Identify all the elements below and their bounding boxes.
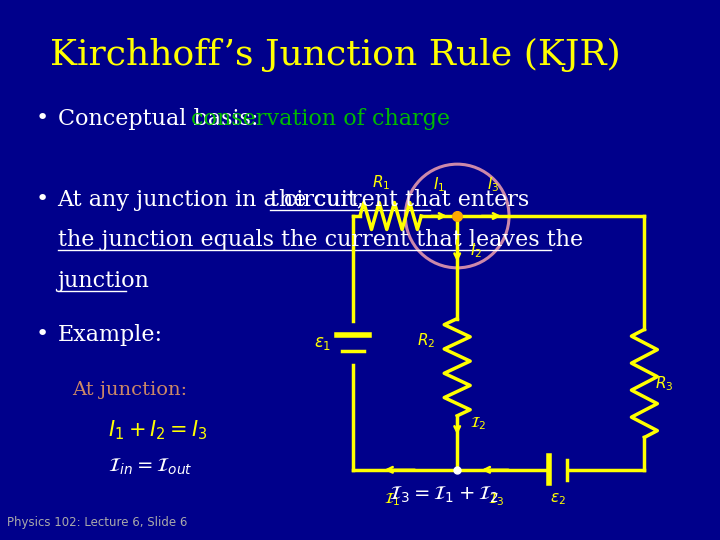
Text: junction: junction	[58, 270, 150, 292]
Text: $I_1 + I_2 = I_3$: $I_1 + I_2 = I_3$	[108, 418, 207, 442]
Text: •: •	[36, 189, 49, 209]
Text: $I_3$: $I_3$	[487, 176, 500, 194]
Text: $\varepsilon_2$: $\varepsilon_2$	[550, 491, 566, 507]
Text: $I_2$: $I_2$	[470, 242, 482, 260]
Text: Example:: Example:	[58, 324, 163, 346]
Text: $I_1$: $I_1$	[433, 176, 445, 194]
Text: $\mathcal{I}_2$: $\mathcal{I}_2$	[470, 416, 487, 432]
Text: the junction equals the current that leaves the: the junction equals the current that lea…	[58, 230, 582, 252]
Text: $\mathcal{I}_3$: $\mathcal{I}_3$	[488, 491, 505, 508]
Text: •: •	[36, 324, 49, 344]
Text: $\mathcal{I}_3 = \mathcal{I}_1 + \mathcal{I}_2$: $\mathcal{I}_3 = \mathcal{I}_1 + \mathca…	[389, 484, 499, 505]
Text: Kirchhoff’s Junction Rule (KJR): Kirchhoff’s Junction Rule (KJR)	[50, 38, 621, 72]
Text: At any junction in a circuit,: At any junction in a circuit,	[58, 189, 372, 211]
Text: At junction:: At junction:	[72, 381, 187, 399]
Text: $\mathcal{I}_1$: $\mathcal{I}_1$	[384, 491, 401, 508]
Text: the current that enters: the current that enters	[270, 189, 529, 211]
Text: •: •	[36, 108, 49, 128]
Text: $\mathcal{I}_{in} = \mathcal{I}_{out}$: $\mathcal{I}_{in} = \mathcal{I}_{out}$	[108, 456, 192, 477]
Text: $R_3$: $R_3$	[655, 374, 674, 393]
Text: conservation of charge: conservation of charge	[191, 108, 450, 130]
Text: Physics 102: Lecture 6, Slide 6: Physics 102: Lecture 6, Slide 6	[7, 516, 188, 529]
Text: Conceptual basis:: Conceptual basis:	[58, 108, 265, 130]
Text: $\varepsilon_1$: $\varepsilon_1$	[314, 334, 331, 352]
Text: $R_2$: $R_2$	[418, 331, 436, 349]
Text: $R_1$: $R_1$	[372, 173, 390, 192]
